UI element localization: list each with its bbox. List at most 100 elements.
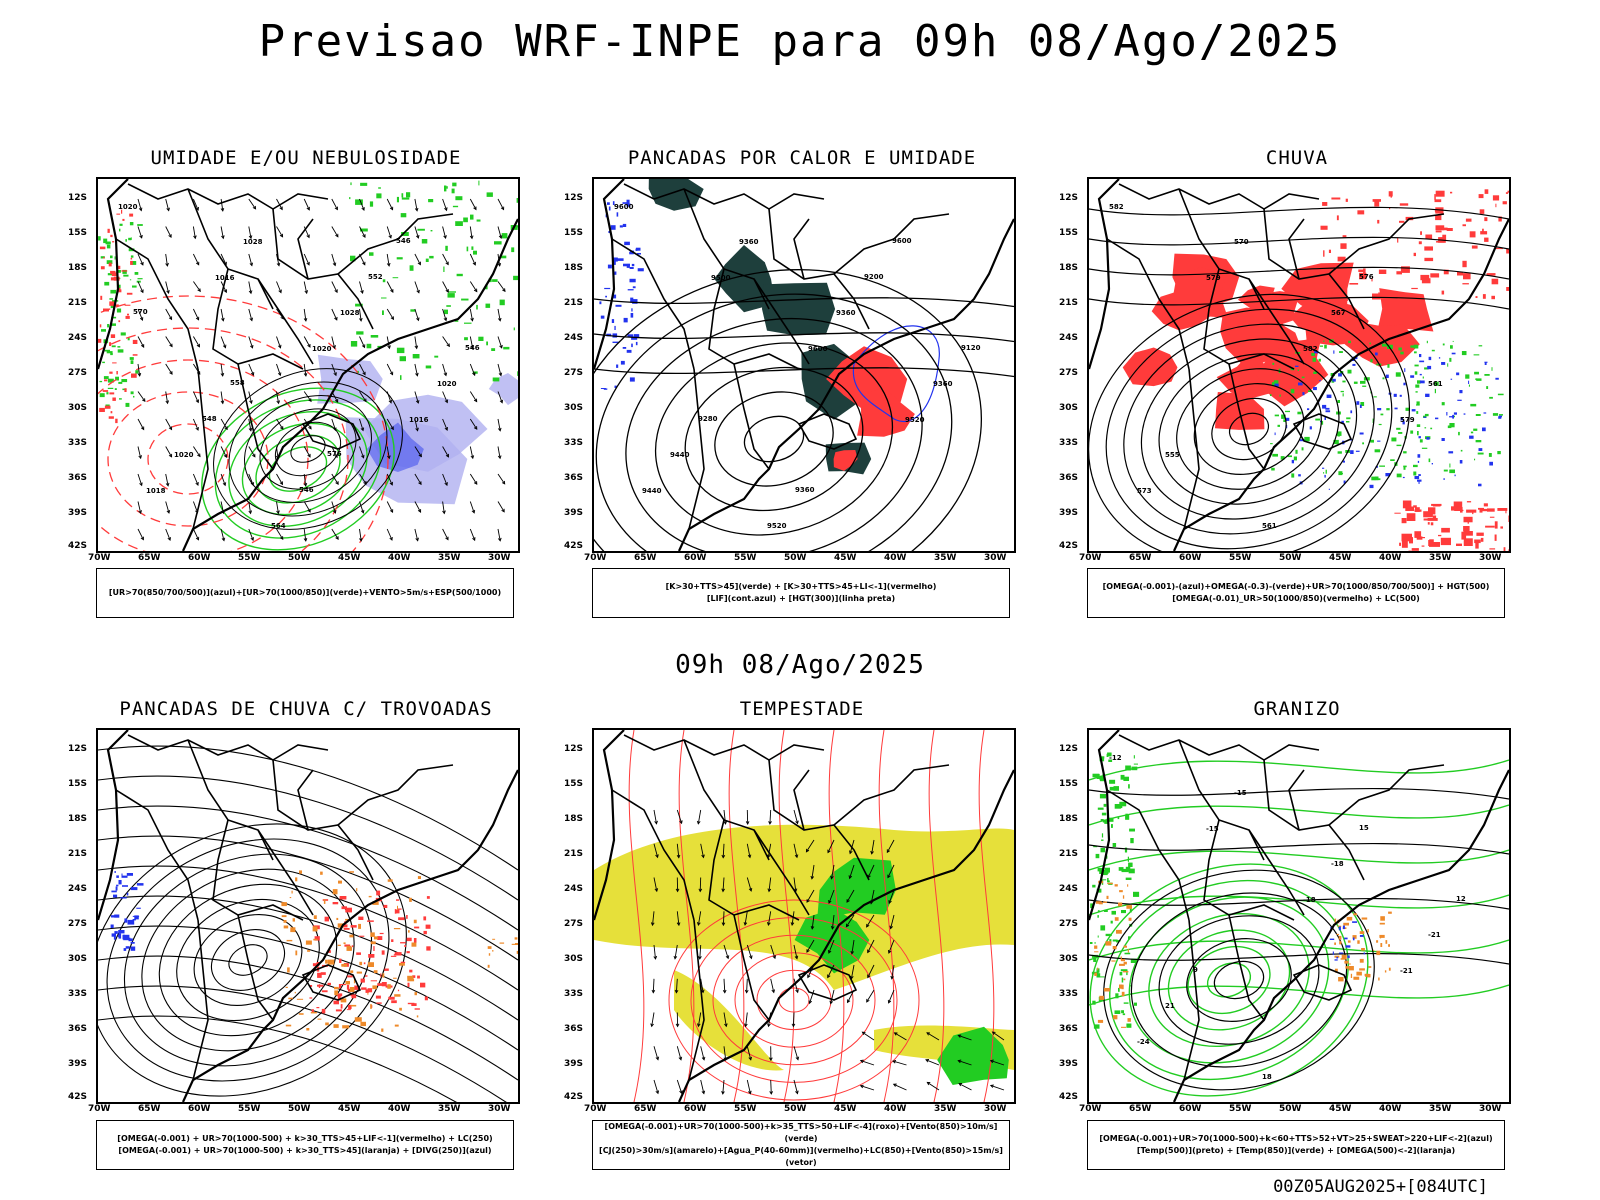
- red-rain-cells: [1497, 508, 1508, 511]
- green-humidity-cells: [355, 303, 363, 307]
- orange-thunderstorm-cells: [356, 971, 362, 974]
- omega500-orange-cells: [1346, 916, 1353, 921]
- wind850-vector: [831, 914, 835, 929]
- temp850-green-cells: [1118, 867, 1124, 871]
- red-rain-cells: [1424, 257, 1434, 262]
- green-wind-area: [794, 908, 870, 974]
- wind-vector: [331, 363, 337, 376]
- wind-vector: [248, 427, 253, 432]
- wind850-vector: [867, 939, 875, 953]
- wind850-vector: [806, 889, 815, 903]
- green-humidity-cells: [396, 257, 403, 260]
- omega500-orange-cells: [1338, 977, 1344, 982]
- lif-blue-cells: [637, 268, 644, 272]
- green-omega-cells: [1362, 442, 1364, 445]
- temp850-green-cells: [1096, 888, 1102, 893]
- wind850-vector: [862, 1031, 875, 1041]
- red-rain-cells: [1463, 526, 1470, 532]
- wind-vector: [165, 262, 169, 267]
- wind850-vector: [744, 989, 749, 994]
- green-humidity-cells: [443, 309, 448, 315]
- red-thunderstorm-cells: [414, 1008, 420, 1010]
- wind-vector: [138, 207, 143, 212]
- wind-vector: [335, 233, 339, 238]
- thickness-red-cells: [100, 295, 103, 300]
- red-rain-cells: [1337, 292, 1343, 296]
- wind850-vector: [866, 923, 870, 928]
- blue-omega-cells: [1377, 408, 1382, 411]
- wind-vector: [359, 308, 362, 321]
- red-rain-cells: [1466, 501, 1472, 503]
- wind850-vector: [795, 989, 799, 994]
- blue-omega-cells: [1457, 399, 1462, 401]
- temp850-green-cells: [1099, 775, 1105, 781]
- legend-box: [OMEGA(-0.001)+UR>70(1000-500)+k>35_TTS>…: [592, 1120, 1010, 1170]
- green-humidity-cells: [98, 236, 101, 241]
- wind-vector: [497, 198, 504, 210]
- green-omega-cells: [1387, 364, 1390, 368]
- wind850-vector: [793, 1079, 798, 1094]
- wind850-vector: [887, 864, 895, 878]
- green-omega-cells: [1499, 414, 1503, 416]
- wind-vector: [165, 418, 172, 430]
- red-rain-cells: [1411, 287, 1418, 290]
- wind-vector: [303, 317, 308, 322]
- wind-vector: [276, 510, 280, 515]
- temp850-green-cells: [1124, 847, 1128, 853]
- wind850-vector: [749, 955, 753, 960]
- longitude-label: 65W: [1129, 1104, 1152, 1114]
- wind-vector: [168, 453, 173, 458]
- green-omega-cells: [1337, 400, 1340, 403]
- red-rain-cells: [1378, 269, 1387, 274]
- omega500-orange-cells: [1379, 934, 1385, 938]
- wind-vector: [248, 336, 253, 349]
- red-rain-cells: [1345, 198, 1348, 202]
- latitude-label: 24S: [68, 333, 88, 343]
- wind850-vector: [700, 978, 704, 993]
- lif-blue-cells: [599, 301, 602, 305]
- temp850-green-cells: [1112, 843, 1117, 847]
- wind850-vector: [676, 1079, 683, 1094]
- wind850-vector: [675, 1023, 680, 1028]
- blue-divergence-cells: [113, 934, 116, 940]
- blue-divergence-cells: [116, 875, 119, 878]
- blue-omega-cells: [1394, 407, 1398, 410]
- latitude-label: 42S: [564, 1092, 584, 1102]
- latitude-label: 39S: [1059, 508, 1079, 518]
- green-omega-cells: [1430, 427, 1433, 430]
- longitude-label: 50W: [1279, 1104, 1302, 1114]
- wind-vector: [331, 528, 339, 540]
- wind-vector: [446, 343, 450, 348]
- orange-thunderstorm-cells: [349, 987, 355, 992]
- orange-thunderstorm-cells: [292, 918, 295, 922]
- green-humidity-cells: [125, 402, 130, 407]
- wind850-vector: [744, 1023, 748, 1028]
- omega500-orange-cells: [1334, 955, 1340, 958]
- orange-thunderstorm-cells: [312, 926, 318, 932]
- wind850-vector: [679, 1090, 683, 1095]
- longitude-label: 70W: [584, 1104, 607, 1114]
- wind-vector: [414, 473, 422, 485]
- green-omega-cells: [1415, 384, 1420, 388]
- thickness-red-cells: [99, 246, 106, 250]
- green-humidity-cells: [366, 343, 372, 349]
- orange-thunderstorm-cells: [416, 1015, 419, 1018]
- red-rain-cells: [1450, 191, 1453, 194]
- red-rain-cells: [1424, 246, 1433, 251]
- wind850-vector: [860, 1085, 875, 1091]
- orange-thunderstorm-cells: [320, 871, 323, 875]
- temp850-green-cells: [1121, 910, 1126, 914]
- contour-label: 9360: [836, 309, 856, 317]
- wind-vector: [469, 473, 478, 485]
- green-humidity-cells: [111, 345, 116, 348]
- blue-divergence-cells: [123, 948, 127, 951]
- blue-omega-cells: [1456, 372, 1460, 376]
- wind-vector: [390, 426, 394, 431]
- red-rain-cells: [1446, 228, 1453, 231]
- red-thunderstorm-cells: [327, 950, 331, 953]
- red-rain-cells: [1495, 203, 1497, 208]
- thickness-red-cells: [127, 313, 129, 316]
- wind-vector: [137, 281, 144, 293]
- wind-vector: [497, 317, 502, 322]
- wind850-vector: [806, 839, 815, 853]
